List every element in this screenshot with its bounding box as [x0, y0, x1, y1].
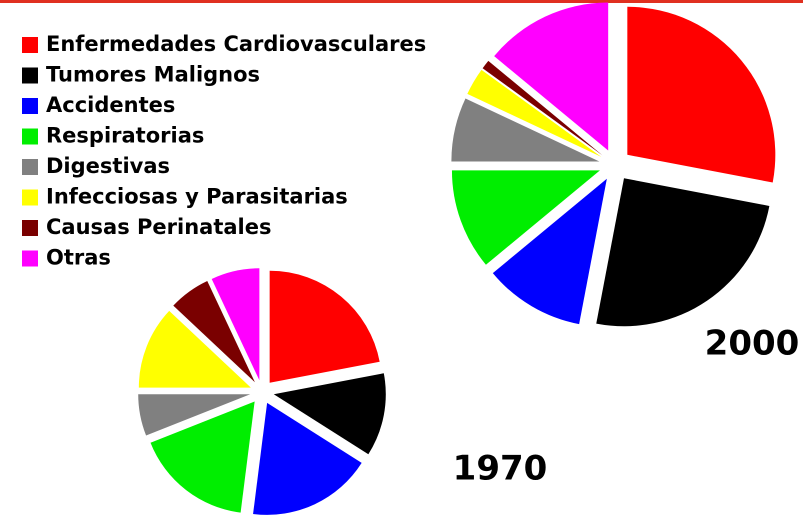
legend-swatch — [22, 220, 38, 236]
pie-slice — [627, 6, 776, 183]
legend-label: Causas Perinatales — [46, 215, 271, 239]
legend-swatch — [22, 98, 38, 114]
pie-slice — [138, 394, 251, 436]
pie-slice — [494, 2, 609, 151]
legend-label: Enfermedades Cardiovasculares — [46, 32, 426, 56]
legend-swatch — [22, 128, 38, 145]
pie-slice — [173, 280, 255, 383]
top-border — [0, 0, 803, 3]
legend-swatch — [22, 159, 38, 175]
legend-swatch — [22, 37, 38, 53]
legend-swatch — [22, 189, 38, 206]
legend-label: Tumores Malignos — [46, 63, 260, 87]
pie-slice — [482, 60, 603, 156]
legend-label: Respiratorias — [46, 124, 204, 148]
legend-label: Digestivas — [46, 154, 170, 178]
pie-title: 2000 — [705, 324, 800, 364]
legend-label: Otras — [46, 246, 111, 270]
pie-title: 1970 — [453, 449, 548, 489]
pie-slice — [253, 402, 362, 515]
pie-slice — [269, 270, 380, 383]
pie-slice — [596, 178, 770, 327]
pie-slice — [451, 98, 600, 162]
legend-label: Accidentes — [46, 93, 175, 117]
pie-slice — [273, 373, 386, 455]
pie-slice — [467, 69, 602, 157]
legend-swatch — [22, 67, 38, 84]
pie-slice — [451, 170, 600, 265]
pie-slice — [150, 401, 255, 513]
legend-label: Infecciosas y Parasitarias — [46, 185, 348, 209]
pie-slice — [492, 178, 607, 325]
pie-slice — [211, 268, 260, 381]
pie-slice — [138, 310, 251, 388]
legend-swatch — [22, 250, 38, 267]
